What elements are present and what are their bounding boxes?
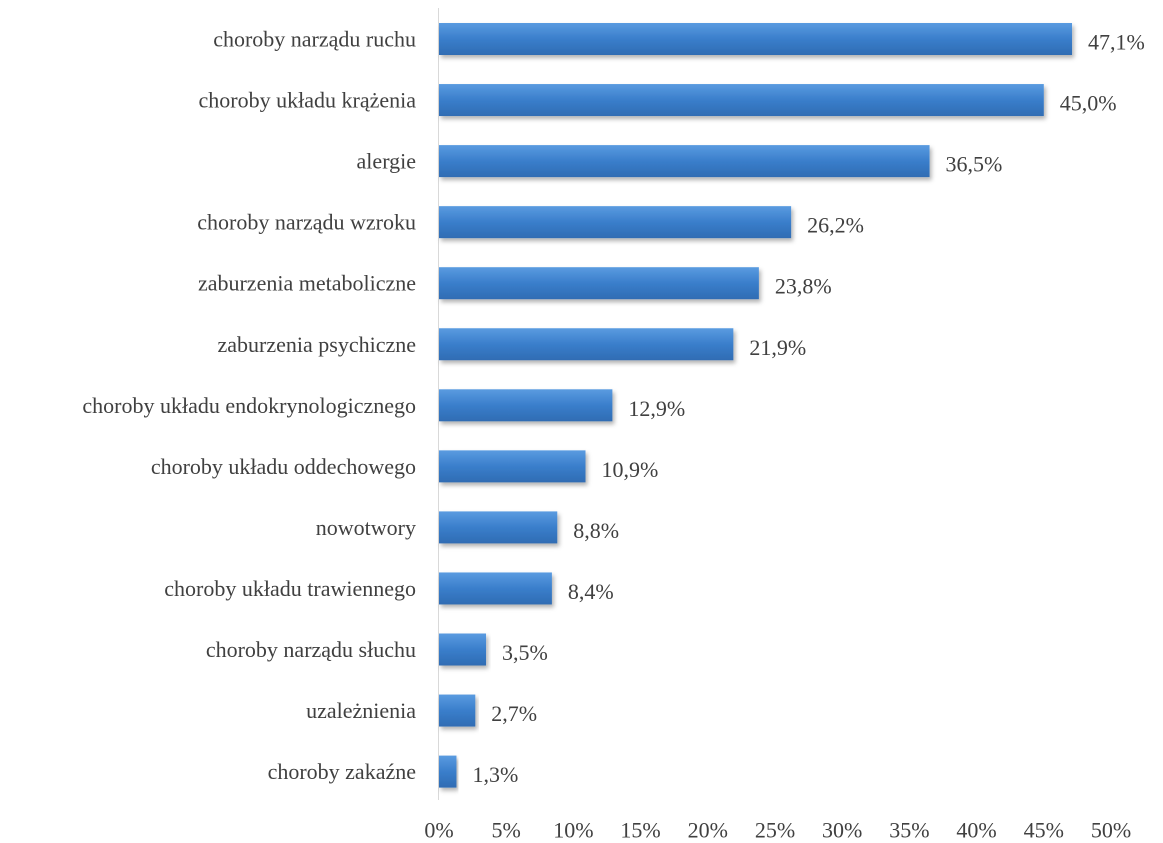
x-tick-label: 20% (688, 818, 728, 843)
value-label: 23,8% (775, 274, 832, 299)
category-label: choroby narządu słuchu (206, 637, 416, 662)
value-label: 47,1% (1088, 30, 1145, 55)
category-label: choroby zakaźne (268, 759, 416, 784)
value-label: 12,9% (628, 396, 685, 421)
value-label: 45,0% (1060, 91, 1117, 116)
bar (439, 511, 558, 544)
x-tick-label: 25% (755, 818, 795, 843)
x-tick-label: 45% (1024, 818, 1064, 843)
value-label: 8,8% (573, 518, 619, 543)
bars-layer (439, 23, 1073, 788)
x-tick-label: 10% (553, 818, 593, 843)
x-tick-label: 50% (1091, 818, 1131, 843)
x-tick-label: 30% (822, 818, 862, 843)
x-tick-label: 35% (889, 818, 929, 843)
category-label: choroby układu oddechowego (151, 454, 416, 479)
category-label: choroby narządu wzroku (197, 210, 416, 235)
category-label: choroby układu trawiennego (164, 576, 416, 601)
bar (439, 633, 487, 666)
bar (439, 145, 930, 178)
bar (439, 84, 1044, 117)
x-tick-label: 5% (492, 818, 521, 843)
bar (439, 389, 613, 422)
value-label: 21,9% (749, 335, 806, 360)
value-label: 2,7% (491, 701, 537, 726)
value-label: 8,4% (568, 579, 614, 604)
bar (439, 23, 1073, 55)
category-label: alergie (357, 149, 416, 174)
bar (439, 755, 457, 788)
bar (439, 572, 552, 605)
category-label: choroby układu krążenia (199, 88, 417, 113)
category-label: choroby układu endokrynologicznego (82, 393, 416, 418)
x-axis-tick-labels: 0% 5% 10% 15% 20% 25% 30% 35% 40% 45% 50% (424, 818, 1131, 843)
x-tick-label: 15% (620, 818, 660, 843)
category-labels: choroby narządu ruchu choroby układu krąż… (82, 27, 416, 785)
category-label: nowotwory (316, 515, 416, 540)
bar (439, 328, 734, 361)
value-label: 10,9% (601, 457, 658, 482)
bar (439, 267, 759, 300)
category-label: zaburzenia metaboliczne (198, 271, 416, 296)
value-label: 36,5% (946, 152, 1003, 177)
bar (439, 206, 792, 239)
category-label: uzależnienia (306, 698, 416, 723)
category-label: zaburzenia psychiczne (218, 332, 417, 357)
value-label: 1,3% (472, 762, 518, 787)
bar (439, 694, 476, 727)
x-tick-label: 0% (424, 818, 453, 843)
value-label: 26,2% (807, 213, 864, 238)
value-label: 3,5% (502, 640, 548, 665)
value-labels: 47,1% 45,0% 36,5% 26,2% 23,8% 21,9% 12,9% 10,9%… (472, 30, 1144, 788)
category-label: choroby narządu ruchu (213, 27, 416, 52)
bar (439, 450, 586, 483)
x-tick-label: 40% (956, 818, 996, 843)
